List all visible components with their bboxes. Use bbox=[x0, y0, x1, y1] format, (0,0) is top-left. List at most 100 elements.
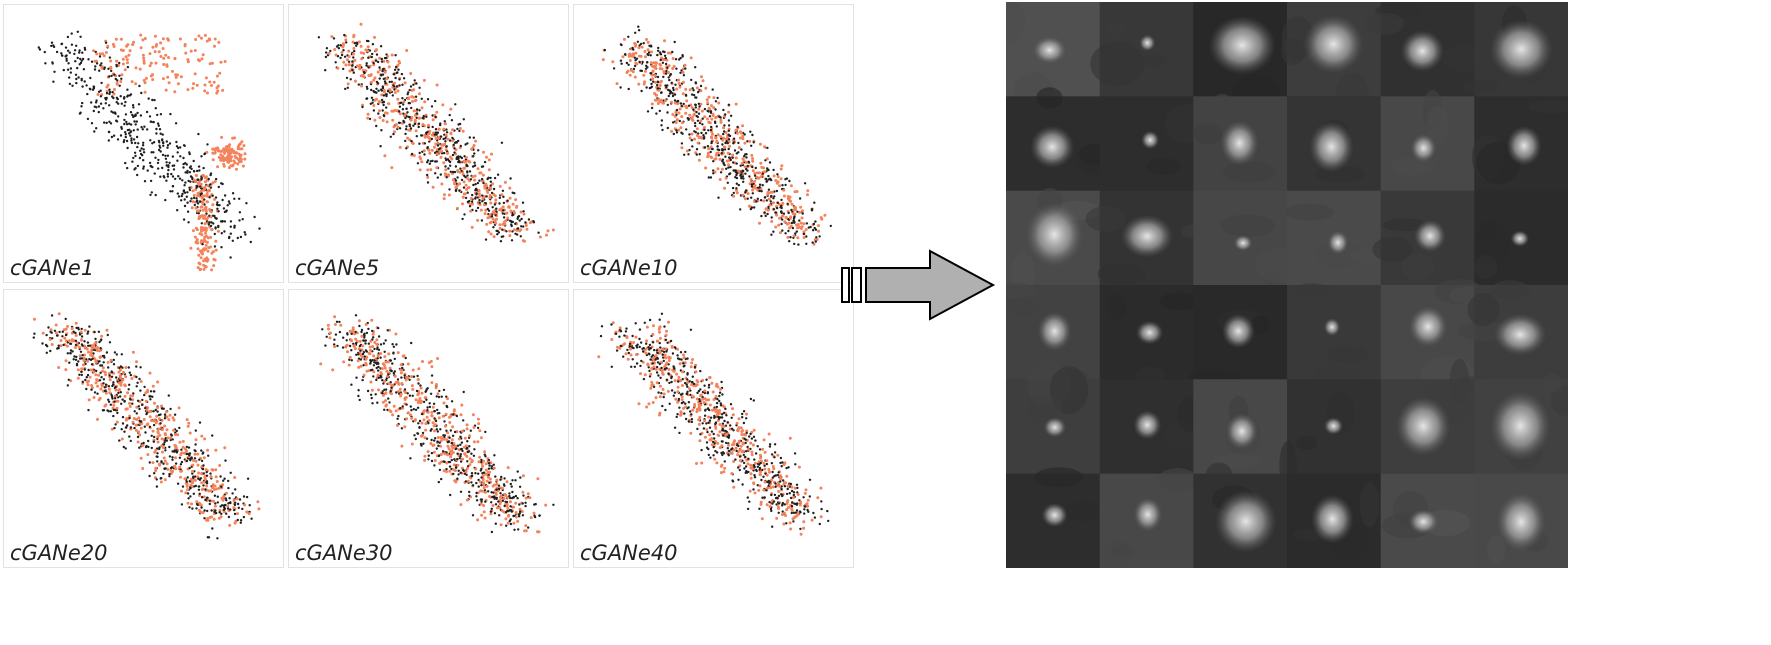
real-point bbox=[250, 517, 253, 520]
generated-point bbox=[481, 474, 485, 478]
generated-point bbox=[359, 51, 363, 55]
generated-point bbox=[708, 403, 712, 407]
real-point bbox=[120, 125, 123, 129]
real-point bbox=[511, 479, 514, 482]
real-point bbox=[758, 189, 761, 193]
generated-point bbox=[519, 210, 523, 214]
real-point bbox=[772, 208, 776, 211]
real-point bbox=[672, 86, 675, 90]
generated-point bbox=[508, 234, 512, 238]
real-point bbox=[225, 499, 228, 502]
generated-point bbox=[210, 228, 214, 232]
generated-point bbox=[176, 73, 179, 77]
real-point bbox=[399, 101, 402, 105]
real-point bbox=[126, 166, 129, 170]
real-point bbox=[197, 132, 200, 136]
real-point bbox=[721, 158, 725, 161]
real-point bbox=[198, 421, 202, 424]
real-point bbox=[139, 114, 143, 117]
generated-point bbox=[433, 459, 437, 462]
real-point bbox=[682, 102, 685, 106]
real-point bbox=[404, 139, 407, 143]
generated-point bbox=[417, 392, 421, 395]
real-point bbox=[500, 475, 503, 479]
generated-point bbox=[403, 81, 407, 85]
real-point bbox=[124, 133, 128, 136]
real-point bbox=[362, 351, 366, 354]
real-point bbox=[410, 139, 413, 143]
generated-point bbox=[372, 370, 376, 374]
real-point bbox=[153, 435, 156, 439]
generated-point bbox=[722, 136, 725, 140]
generated-point bbox=[213, 151, 216, 155]
real-point bbox=[93, 130, 96, 133]
real-point bbox=[667, 94, 670, 98]
generated-point bbox=[204, 175, 208, 179]
generated-point bbox=[359, 22, 363, 26]
generated-point bbox=[195, 238, 199, 242]
real-point bbox=[737, 183, 740, 187]
real-point bbox=[458, 189, 461, 192]
generated-point bbox=[231, 136, 235, 140]
generated-point bbox=[459, 503, 463, 507]
generated-point bbox=[482, 195, 486, 199]
real-point bbox=[196, 503, 199, 507]
real-point bbox=[197, 178, 200, 181]
real-point bbox=[426, 406, 429, 409]
real-point bbox=[517, 528, 520, 531]
generated-point bbox=[199, 510, 203, 514]
real-point bbox=[183, 184, 186, 187]
generated-point bbox=[802, 526, 806, 530]
generated-point bbox=[660, 67, 664, 71]
real-point bbox=[195, 507, 198, 510]
real-point bbox=[434, 172, 437, 175]
generated-point bbox=[131, 420, 135, 424]
generated-point bbox=[514, 198, 518, 202]
generated-point bbox=[405, 375, 408, 379]
generated-point bbox=[427, 123, 430, 127]
generated-point bbox=[211, 468, 215, 472]
generated-point bbox=[518, 507, 522, 511]
generated-point bbox=[151, 461, 155, 465]
real-point bbox=[756, 197, 759, 200]
real-point bbox=[497, 484, 501, 487]
generated-point bbox=[675, 118, 679, 122]
generated-point bbox=[101, 369, 105, 373]
real-point bbox=[175, 140, 178, 144]
generated-point bbox=[456, 463, 460, 467]
real-point bbox=[369, 102, 372, 106]
generated-point bbox=[168, 413, 172, 417]
real-point bbox=[502, 216, 506, 219]
real-point bbox=[113, 397, 117, 400]
real-point bbox=[136, 435, 140, 439]
real-point bbox=[95, 369, 98, 373]
generated-point bbox=[333, 345, 337, 349]
real-point bbox=[753, 174, 757, 177]
generated-point bbox=[775, 181, 779, 185]
real-point bbox=[229, 508, 232, 511]
generated-point bbox=[229, 164, 233, 168]
real-point bbox=[500, 235, 503, 238]
real-point bbox=[150, 446, 153, 450]
real-point bbox=[433, 151, 437, 154]
real-point bbox=[645, 86, 648, 89]
generated-point bbox=[106, 83, 110, 87]
generated-point bbox=[391, 413, 395, 417]
generated-point bbox=[449, 455, 453, 459]
real-point bbox=[146, 128, 149, 131]
generated-point bbox=[157, 427, 161, 431]
real-point bbox=[384, 339, 387, 342]
real-point bbox=[728, 173, 731, 176]
real-point bbox=[155, 485, 159, 488]
real-point bbox=[397, 68, 400, 71]
generated-point bbox=[128, 401, 131, 405]
real-point bbox=[714, 121, 717, 125]
real-point bbox=[430, 105, 434, 108]
generated-point bbox=[458, 182, 462, 186]
generated-point bbox=[710, 136, 714, 140]
real-point bbox=[763, 196, 767, 199]
generated-point bbox=[193, 478, 197, 482]
generated-point bbox=[383, 379, 387, 383]
generated-point bbox=[110, 427, 114, 431]
real-point bbox=[805, 222, 809, 225]
